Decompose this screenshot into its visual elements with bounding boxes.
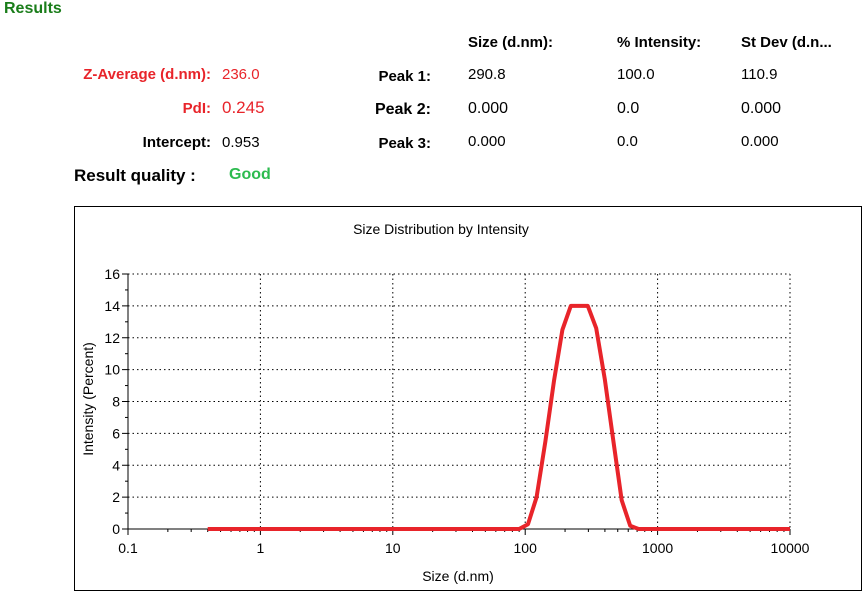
peak-2-stdev: 0.000 xyxy=(741,100,782,117)
peak-1-stdev: 110.9 xyxy=(741,66,778,83)
y-tick-label: 14 xyxy=(104,298,120,314)
peak-1-label: Peak 1: xyxy=(378,68,431,85)
peak-3-stdev: 0.000 xyxy=(741,133,779,150)
intercept-value: 0.953 xyxy=(222,134,260,151)
peak-3-size: 0.000 xyxy=(468,133,506,150)
header-size: Size (d.nm): xyxy=(468,34,553,51)
y-tick-label: 4 xyxy=(112,457,120,473)
y-tick-label: 16 xyxy=(104,266,120,282)
y-tick-label: 10 xyxy=(104,362,120,378)
peak-2-intensity: 0.0 xyxy=(617,100,640,117)
x-axis-label: Size (d.nm) xyxy=(422,568,494,584)
pdi-value: 0.245 xyxy=(222,98,265,117)
y-tick-label: 8 xyxy=(112,394,120,410)
x-tick-label: 10 xyxy=(385,540,401,556)
results-title: Results xyxy=(4,0,62,17)
size-distribution-chart: Size Distribution by Intensity Size (d.n… xyxy=(74,206,862,591)
y-tick-label: 0 xyxy=(112,521,120,537)
peak-2-label: Peak 2: xyxy=(374,101,431,118)
result-quality-value: Good xyxy=(229,166,271,183)
x-tick-label: 1 xyxy=(257,540,265,556)
z-average-value: 236.0 xyxy=(222,66,260,83)
y-tick-label: 2 xyxy=(112,489,120,505)
intercept-label: Intercept: xyxy=(142,134,211,151)
x-tick-label: 1000 xyxy=(642,540,673,556)
intensity-series-line xyxy=(207,303,790,531)
y-tick-label: 6 xyxy=(112,425,120,441)
z-average-label: Z-Average (d.nm): xyxy=(83,66,211,83)
y-tick-label: 12 xyxy=(104,330,120,346)
y-axis-label: Intensity (Percent) xyxy=(80,342,96,456)
x-tick-label: 0.1 xyxy=(118,540,138,556)
chart-title: Size Distribution by Intensity xyxy=(353,221,529,237)
chart-svg: Size Distribution by Intensity Size (d.n… xyxy=(80,221,810,584)
peak-2-size: 0.000 xyxy=(468,100,509,117)
peak-1-intensity: 100.0 xyxy=(617,66,655,83)
header-stdev: St Dev (d.n... xyxy=(741,34,832,51)
header-intensity: % Intensity: xyxy=(617,34,702,51)
x-tick-label: 100 xyxy=(514,540,538,556)
result-quality-label: Result quality : xyxy=(74,166,196,185)
peak-3-label: Peak 3: xyxy=(378,135,431,152)
pdi-label: PdI: xyxy=(182,100,211,117)
peak-1-size: 290.8 xyxy=(468,66,506,83)
peak-3-intensity: 0.0 xyxy=(617,133,638,150)
x-tick-label: 10000 xyxy=(771,540,810,556)
